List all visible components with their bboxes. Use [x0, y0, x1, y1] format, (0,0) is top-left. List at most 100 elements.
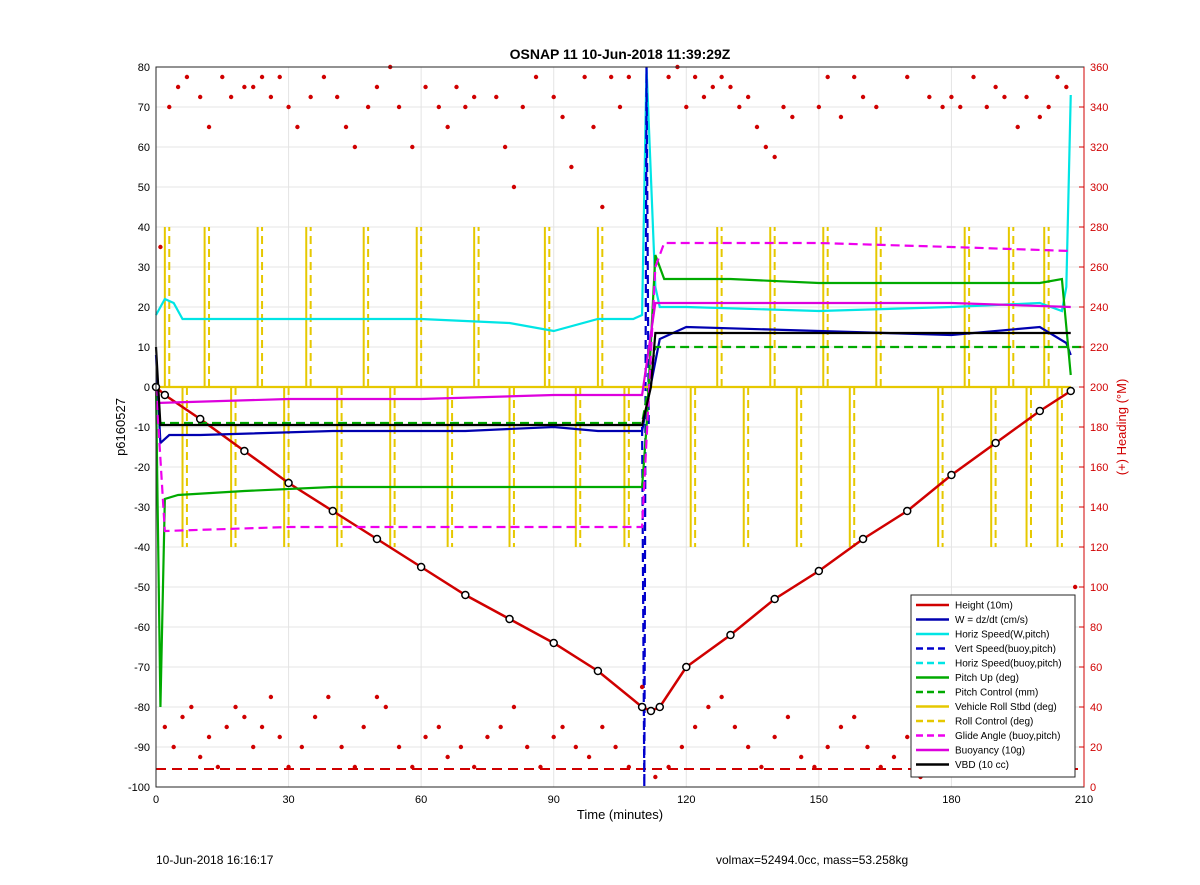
heading-point: [940, 104, 945, 110]
heading-point: [458, 744, 464, 750]
heading-point: [971, 74, 976, 80]
x-axis-label: Time (minutes): [577, 807, 663, 822]
series-buoyancy-10g-: [155, 301, 1071, 405]
heading-point: [162, 724, 168, 730]
y-tick-label: 50: [138, 182, 150, 194]
heading-point: [905, 734, 910, 740]
y2-tick-label: 220: [1090, 342, 1108, 354]
legend-label: W = dz/dt (cm/s): [955, 615, 1028, 626]
heading-point: [538, 764, 543, 770]
heading-point: [251, 84, 256, 90]
y2-tick-label: 340: [1090, 102, 1108, 114]
x-tick-label: 60: [415, 794, 427, 806]
heading-point: [679, 744, 685, 750]
height-marker: [947, 470, 956, 480]
legend: Height (10m) W = dz/dt (cm/s) Horiz Speed(…: [910, 594, 1076, 778]
heading-point: [772, 154, 777, 160]
y-tick-label: 0: [144, 382, 150, 394]
heading-point: [511, 704, 517, 710]
y-tick-label: -10: [134, 422, 150, 434]
y2-tick-label: 180: [1090, 422, 1108, 434]
legend-label: Roll Control (deg): [955, 717, 1033, 728]
heading-point: [233, 704, 238, 710]
heading-point: [617, 104, 623, 110]
heading-point: [838, 114, 844, 120]
heading-point: [259, 724, 265, 730]
heading-point: [436, 724, 442, 730]
y-tick-label: -100: [128, 782, 150, 794]
heading-point: [984, 104, 989, 110]
heading-point: [1072, 584, 1078, 590]
heading-point: [295, 124, 300, 130]
heading-point: [728, 84, 733, 90]
y2-tick-label: 300: [1090, 182, 1108, 194]
heading-point: [608, 74, 614, 80]
y-tick-label: -20: [134, 462, 150, 474]
heading-point: [184, 74, 190, 80]
heading-point: [220, 74, 225, 80]
legend-label: Buoyancy (10g): [955, 746, 1025, 757]
y2-tick-label: 40: [1090, 702, 1102, 714]
heading-point: [878, 764, 883, 770]
heading-point: [790, 114, 795, 120]
heading-point: [825, 74, 830, 80]
heading-point: [365, 104, 371, 110]
heading-point: [958, 104, 963, 110]
height-marker: [682, 662, 691, 672]
heading-point: [838, 724, 844, 730]
heading-point: [692, 724, 698, 730]
heading-point: [582, 74, 587, 80]
y2-tick-label: 120: [1090, 542, 1108, 554]
heading-point: [494, 94, 499, 100]
heading-point: [471, 94, 477, 100]
legend-label: Pitch Control (mm): [955, 688, 1038, 699]
heading-point: [175, 84, 181, 90]
axes: 0 30 60 90 120 150 180 21080706050403020100-10-…: [128, 62, 1108, 806]
heading-point: [798, 754, 804, 760]
y2-tick-label: 260: [1090, 262, 1108, 274]
y-tick-label: -90: [134, 742, 150, 754]
height-marker: [549, 638, 558, 648]
height-marker: [160, 390, 170, 400]
footer-timestamp: 10-Jun-2018 16:16:17: [156, 853, 274, 867]
y2-tick-label: 240: [1090, 302, 1108, 314]
y2-tick-label: 80: [1090, 622, 1102, 634]
x-tick-label: 180: [942, 794, 960, 806]
heading-point: [383, 704, 388, 710]
height-marker: [637, 702, 647, 712]
heading-point: [396, 104, 402, 110]
height-marker: [646, 706, 656, 716]
heading-point: [732, 724, 738, 730]
heading-point: [763, 144, 769, 150]
y-tick-label: -50: [134, 582, 150, 594]
heading-point: [326, 694, 331, 700]
y-tick-label: -60: [134, 622, 150, 634]
heading-point: [445, 754, 450, 760]
height-marker: [195, 414, 205, 424]
x-tick-label: 150: [810, 794, 828, 806]
heading-point: [525, 744, 530, 750]
heading-point: [569, 164, 574, 170]
heading-point: [396, 744, 402, 750]
heading-point: [268, 694, 274, 700]
heading-point: [710, 84, 715, 90]
x-tick-label: 210: [1075, 794, 1093, 806]
y-tick-label: 80: [138, 62, 150, 74]
height-marker: [814, 566, 824, 576]
y2-tick-label: 200: [1090, 382, 1108, 394]
height-marker: [372, 534, 382, 544]
heading-point: [410, 764, 415, 770]
y2-tick-label: 140: [1090, 502, 1108, 514]
heading-point: [242, 84, 247, 90]
legend-label: Glide Angle (buoy,pitch): [955, 731, 1060, 742]
height-marker: [902, 506, 912, 516]
heading-point: [321, 74, 327, 80]
legend-label: Height (10m): [955, 601, 1013, 612]
heading-point: [719, 694, 724, 700]
heading-point: [180, 714, 185, 720]
heading-point: [759, 764, 764, 770]
height-marker: [1066, 386, 1075, 396]
x-tick-label: 0: [153, 794, 159, 806]
y-axis-label: p6160527: [113, 398, 128, 456]
heading-point: [410, 144, 415, 150]
